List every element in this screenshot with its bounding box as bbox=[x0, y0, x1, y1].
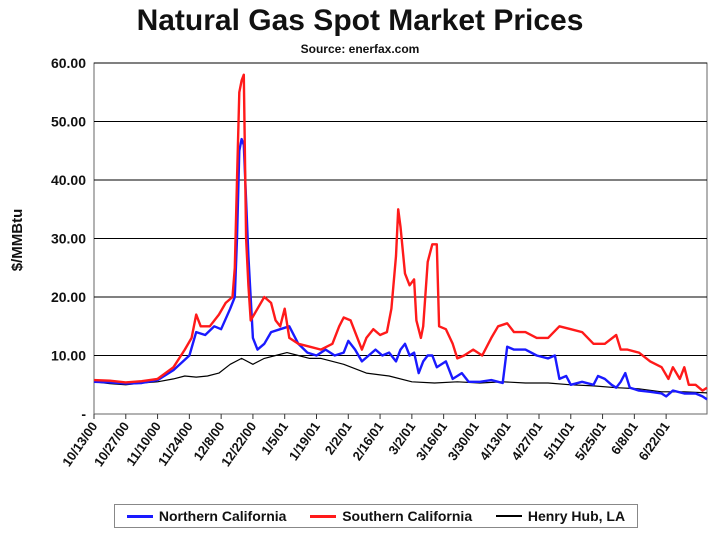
legend-swatch-northern bbox=[126, 514, 153, 518]
x-tick-label: 5/11/01 bbox=[540, 419, 577, 463]
y-tick-label: 20.00 bbox=[51, 289, 86, 305]
x-tick-label: 3/2/01 bbox=[385, 419, 418, 457]
series-line-southern-california bbox=[93, 73, 708, 392]
chart-subtitle: Source: enerfax.com bbox=[300, 42, 420, 56]
y-tick-label: 30.00 bbox=[51, 231, 86, 247]
legend-label-northern: Northern California bbox=[158, 508, 287, 524]
y-tick-label: - bbox=[81, 406, 86, 422]
x-tick-label: 2/16/01 bbox=[349, 419, 386, 463]
chart-title: Natural Gas Spot Market Prices bbox=[136, 4, 584, 37]
legend-item-northern-california: Northern California bbox=[126, 508, 287, 524]
x-tick-label: 3/30/01 bbox=[445, 419, 482, 463]
x-tick-label: 2/2/01 bbox=[322, 419, 355, 457]
chart-legend: Northern California Southern California … bbox=[114, 504, 638, 528]
y-tick-label: 10.00 bbox=[51, 348, 86, 364]
legend-label-southern: Southern California bbox=[342, 508, 473, 524]
y-tick-label: 50.00 bbox=[51, 114, 86, 130]
x-tick-label: 6/8/01 bbox=[608, 419, 641, 457]
x-tick-label: 5/25/01 bbox=[572, 419, 609, 463]
y-tick-label: 60.00 bbox=[51, 55, 86, 71]
legend-swatch-southern bbox=[310, 514, 337, 518]
x-tick-label: 1/19/01 bbox=[286, 419, 323, 463]
y-tick-label: 40.00 bbox=[51, 172, 86, 188]
x-tick-label: 6/22/01 bbox=[635, 419, 672, 463]
x-tick-label: 3/16/01 bbox=[413, 419, 450, 463]
x-tick-label: 4/27/01 bbox=[508, 419, 545, 463]
x-tick-label: 1/5/01 bbox=[258, 419, 291, 457]
legend-item-henry-hub: Henry Hub, LA bbox=[495, 508, 626, 524]
x-tick-label: 4/13/01 bbox=[476, 419, 513, 463]
legend-item-southern-california: Southern California bbox=[310, 508, 472, 524]
legend-label-henry-hub: Henry Hub, LA bbox=[527, 508, 626, 524]
y-axis-label: $/MMBtu bbox=[9, 209, 26, 272]
series-line-northern-california bbox=[93, 137, 708, 401]
legend-swatch-henry-hub bbox=[495, 515, 522, 517]
